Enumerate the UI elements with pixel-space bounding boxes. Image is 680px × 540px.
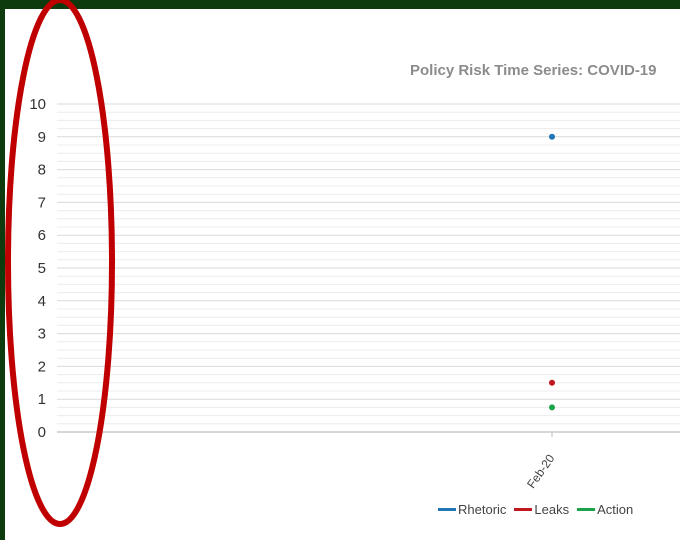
y-tick-label: 9 bbox=[38, 129, 46, 146]
y-tick-label: 4 bbox=[38, 293, 46, 310]
data-point-action bbox=[549, 404, 555, 411]
legend-label-action: Action bbox=[597, 502, 634, 517]
legend-swatch-leaks bbox=[514, 508, 533, 511]
y-tick-label: 0 bbox=[38, 424, 46, 441]
legend-swatch-rhetoric bbox=[438, 508, 456, 511]
legend-item-leaks: Leaks bbox=[514, 502, 569, 517]
legend-label-leaks: Leaks bbox=[534, 502, 570, 517]
y-tick-label: 7 bbox=[38, 194, 46, 211]
y-tick-label: 1 bbox=[38, 391, 46, 408]
data-point-rhetoric bbox=[549, 133, 555, 140]
chart-frame bbox=[5, 9, 680, 540]
x-tick-label: Feb-20 bbox=[524, 451, 557, 490]
legend-label-rhetoric: Rhetoric bbox=[458, 502, 507, 517]
legend-item-action: Action bbox=[577, 502, 633, 517]
y-tick-label: 2 bbox=[38, 358, 46, 375]
y-tick-label: 8 bbox=[38, 162, 46, 179]
y-tick-label: 6 bbox=[38, 227, 46, 244]
y-tick-label: 3 bbox=[38, 326, 46, 343]
chart-title: Policy Risk Time Series: COVID-19 bbox=[410, 62, 657, 79]
annotation-ellipse bbox=[5, 0, 115, 527]
data-point-leaks bbox=[549, 379, 555, 386]
legend: Rhetoric Leaks Action bbox=[438, 502, 635, 517]
y-tick-label: 5 bbox=[38, 260, 46, 277]
legend-item-rhetoric: Rhetoric bbox=[438, 502, 506, 517]
y-tick-label: 10 bbox=[29, 96, 46, 113]
legend-swatch-action bbox=[577, 508, 596, 511]
